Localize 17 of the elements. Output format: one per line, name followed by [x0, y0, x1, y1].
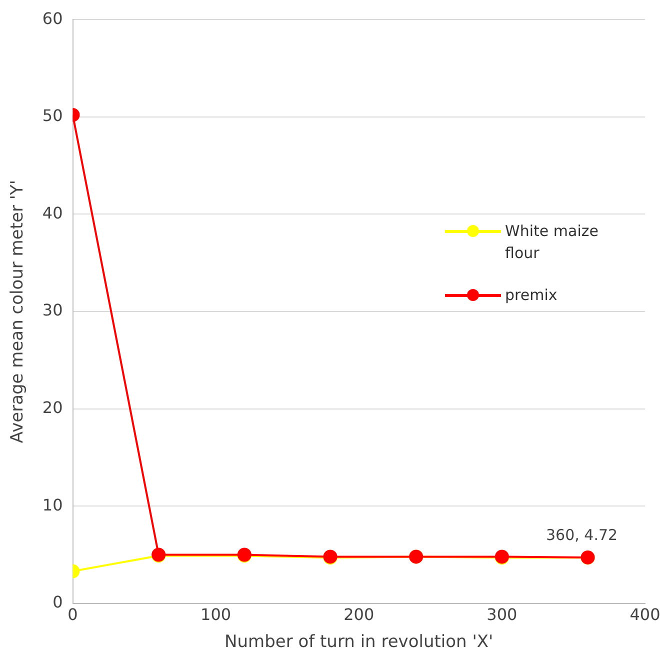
y-tick-label: 30: [42, 300, 63, 320]
y-tick-label: 10: [42, 495, 63, 514]
y-tick-label: 20: [42, 398, 63, 417]
legend-label: White maize flour: [505, 220, 600, 264]
annotation: 360, 4.72: [546, 526, 618, 544]
legend-label: premix: [505, 284, 558, 306]
x-tick-label: 0: [68, 605, 78, 624]
x-tick-label: 400: [630, 605, 660, 624]
x-tick-label: 100: [200, 605, 232, 624]
x-tick-label: 300: [486, 605, 518, 624]
y-tick-label: 60: [42, 8, 63, 28]
y-axis-title: Average mean colour meter 'Y': [8, 180, 28, 444]
y-tick-label: 50: [42, 106, 63, 126]
x-tick-label: 200: [344, 605, 374, 624]
x-axis-title: Number of turn in revolution 'X': [224, 632, 494, 652]
y-tick-label: 40: [42, 203, 63, 222]
y-tick-label: 0: [52, 592, 63, 612]
